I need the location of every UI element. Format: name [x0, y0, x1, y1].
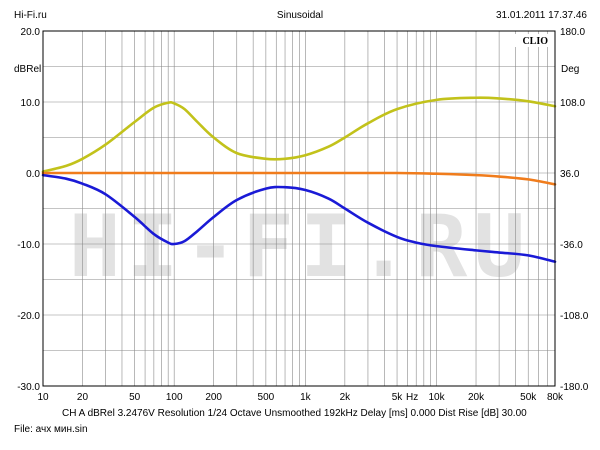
x-tick-label: 10k [428, 392, 445, 403]
y2-tick-label: 108.0 [560, 98, 585, 109]
clio-badge-bg [515, 34, 551, 47]
y2-tick-label: 36.0 [560, 169, 580, 180]
y2-tick-label: -180.0 [560, 382, 589, 393]
y2-tick-label: 180.0 [560, 27, 585, 38]
x-tick-label: 20 [77, 392, 89, 403]
header-mode: Sinusoidal [277, 10, 323, 21]
x-tick-label: 200 [205, 392, 222, 403]
y-tick-label: 0.0 [26, 169, 40, 180]
x-tick-label: 50 [129, 392, 141, 403]
y-tick-label: 10.0 [21, 98, 41, 109]
x-tick-label: 500 [258, 392, 275, 403]
x-tick-label: 2k [340, 392, 352, 403]
footer-settings: CH A dBRel 3.2476V Resolution 1/24 Octav… [62, 408, 527, 419]
x-axis-unit: Hz [406, 392, 418, 403]
footer-file: File: ачх мин.sin [14, 424, 88, 435]
header-brand: Hi-Fi.ru [14, 10, 47, 21]
y-tick-label: -20.0 [17, 311, 40, 322]
y-tick-label: -30.0 [17, 382, 40, 393]
x-tick-label: 1k [300, 392, 312, 403]
x-tick-label: 80k [547, 392, 564, 403]
y2-tick-label: -108.0 [560, 311, 589, 322]
curves [41, 96, 557, 264]
flat-response-curve [41, 171, 557, 186]
y-tick-label: -10.0 [17, 240, 40, 251]
watermark-logo: HI-FI.RU [69, 197, 531, 297]
y2-axis-label: Deg [561, 64, 579, 75]
y-tick-label: 20.0 [21, 27, 41, 38]
y-axis-label: dBRel [14, 64, 41, 75]
x-tick-label: 10 [37, 392, 49, 403]
x-tick-label: 100 [166, 392, 183, 403]
header-timestamp: 31.01.2011 17.37.46 [496, 10, 587, 21]
x-tick-label: 50k [520, 392, 537, 403]
grid [43, 31, 555, 386]
x-tick-label: 20k [468, 392, 485, 403]
eq-response-curve [41, 173, 557, 264]
clio-badge: CLIO [522, 36, 548, 47]
x-tick-label: 5k [392, 392, 404, 403]
y2-tick-label: -36.0 [560, 240, 583, 251]
phase-curve [41, 96, 557, 173]
axis-ticks: 10 20 50 100 200 500 1k 2k 5k 10k 20k 50k 80k 20.0 10.… [17, 27, 589, 403]
plot-frame [42, 30, 556, 387]
